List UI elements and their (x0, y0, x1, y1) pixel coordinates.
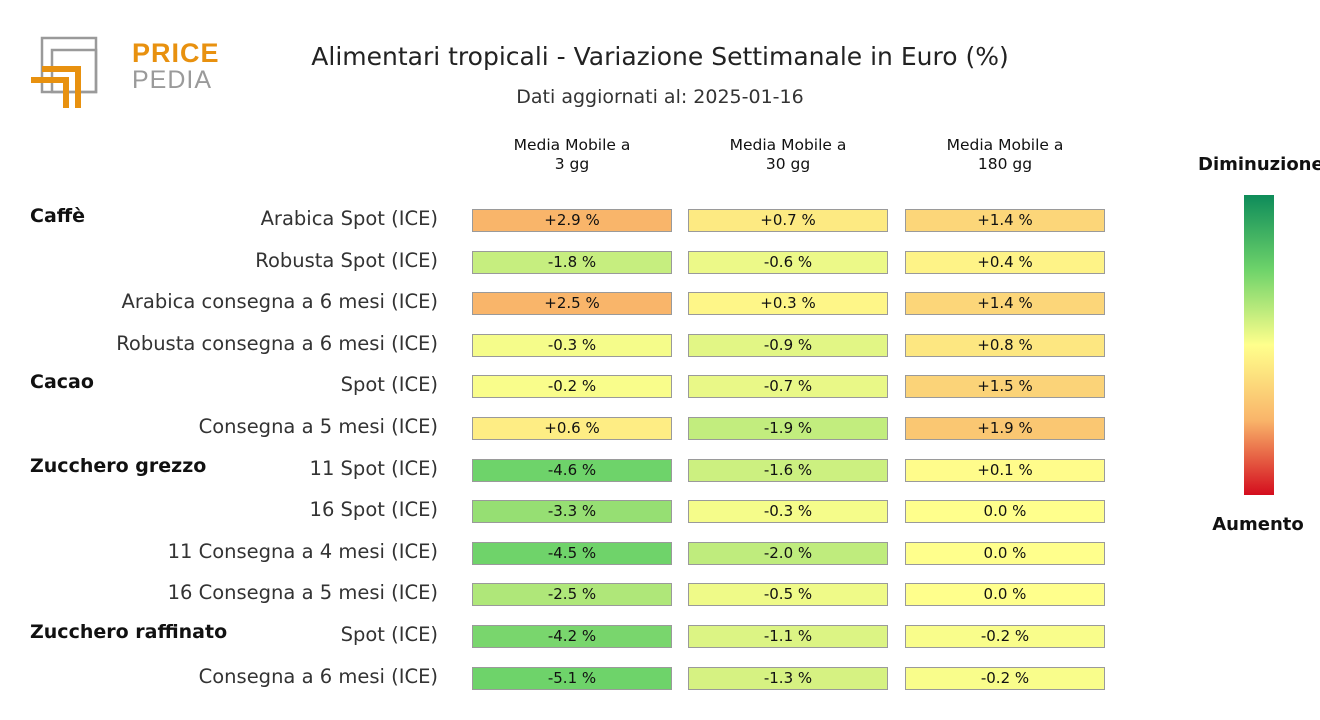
heatmap-cell: +2.9 % (472, 209, 672, 232)
row-label: Spot (ICE) (340, 623, 438, 646)
heatmap-cell: -0.7 % (688, 375, 888, 399)
column-header-line1: Media Mobile a (946, 136, 1064, 154)
heatmap-cell: -1.1 % (688, 625, 888, 648)
column-header: Media Mobile a 30 gg (683, 136, 893, 174)
logo-text-pedia: PEDIA (132, 66, 213, 94)
row-label: Robusta consegna a 6 mesi (ICE) (116, 331, 438, 355)
column-header-line2: 180 gg (977, 155, 1033, 173)
heatmap-cell: +0.1 % (905, 458, 1105, 482)
column-header-line2: 30 gg (765, 155, 811, 173)
legend-color-bar (1244, 195, 1274, 495)
row-label: 16 Spot (ICE) (309, 498, 438, 522)
row-label: Robusta Spot (ICE) (255, 248, 438, 272)
heatmap-cell: -1.3 % (688, 666, 888, 690)
column-header-line1: Media Mobile a (729, 136, 847, 154)
heatmap-cell: +0.6 % (472, 417, 672, 440)
chart-title: Alimentari tropicali - Variazione Settim… (311, 42, 1009, 71)
heatmap-cell: -0.3 % (472, 333, 672, 357)
heatmap-cell: -1.8 % (472, 250, 672, 274)
logo-mark-icon (31, 36, 98, 108)
heatmap-cell: -0.2 % (905, 625, 1105, 648)
group-label: Cacao (30, 371, 94, 394)
row-label: Consegna a 5 mesi (ICE) (198, 415, 438, 438)
heatmap-cell: +1.4 % (905, 292, 1105, 316)
heatmap-cell: +0.8 % (905, 333, 1105, 357)
heatmap-cell: -0.6 % (688, 250, 888, 274)
pricepedia-logo: PRICE PEDIA (28, 36, 219, 110)
row-label: 11 Consegna a 4 mesi (ICE) (167, 539, 438, 563)
heatmap-cell: +0.7 % (688, 209, 888, 232)
heatmap-cell: -0.9 % (688, 333, 888, 357)
column-header: Media Mobile a 180 gg (900, 136, 1110, 174)
legend-top-label: Diminuzione (1198, 154, 1320, 175)
heatmap-cell: +0.3 % (688, 292, 888, 316)
column-header-line2: 3 gg (554, 155, 590, 173)
heatmap-cell: -4.5 % (472, 541, 672, 565)
heatmap-cell: -4.6 % (472, 458, 672, 482)
heatmap-cell: -0.2 % (905, 666, 1105, 690)
heatmap-cell: -2.0 % (688, 541, 888, 565)
logo-text-price: PRICE (132, 38, 220, 68)
heatmap-cell: +0.4 % (905, 250, 1105, 274)
chart-subtitle: Dati aggiornati al: 2025-01-16 (516, 86, 804, 108)
heatmap-cell: -5.1 % (472, 666, 672, 690)
heatmap-cell: +1.9 % (905, 417, 1105, 440)
heatmap-cell: 0.0 % (905, 541, 1105, 565)
legend-bottom-label: Aumento (1212, 514, 1304, 535)
heatmap-cell: -0.2 % (472, 375, 672, 399)
group-label: Zucchero raffinato (30, 621, 228, 643)
heatmap-cell: -1.9 % (688, 417, 888, 440)
heatmap-cell: -0.5 % (688, 583, 888, 607)
row-label: Arabica Spot (ICE) (260, 207, 438, 230)
row-label: Spot (ICE) (340, 373, 438, 397)
heatmap-cell: -2.5 % (472, 583, 672, 607)
heatmap-cell: +2.5 % (472, 292, 672, 316)
row-label: Arabica consegna a 6 mesi (ICE) (121, 290, 438, 314)
heatmap-cell: -3.3 % (472, 500, 672, 524)
heatmap-cell: +1.4 % (905, 209, 1105, 232)
heatmap-cell: 0.0 % (905, 500, 1105, 524)
group-label: Caffè (30, 205, 86, 227)
heatmap-cell: +1.5 % (905, 375, 1105, 399)
row-label: Consegna a 6 mesi (ICE) (198, 664, 438, 688)
heatmap-cell: -1.6 % (688, 458, 888, 482)
heatmap-cell: -4.2 % (472, 625, 672, 648)
heatmap-cell: 0.0 % (905, 583, 1105, 607)
heatmap-cell: -0.3 % (688, 500, 888, 524)
group-label: Zucchero grezzo (30, 454, 207, 477)
column-header-line1: Media Mobile a (513, 136, 631, 154)
row-label: 11 Spot (ICE) (309, 456, 438, 480)
row-label: 16 Consegna a 5 mesi (ICE) (167, 581, 438, 605)
